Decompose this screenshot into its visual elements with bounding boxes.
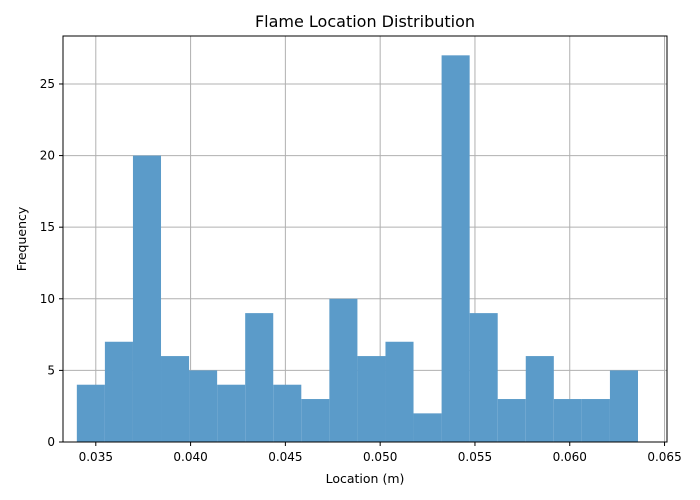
chart-title: Flame Location Distribution xyxy=(255,12,475,31)
histogram-bar xyxy=(413,413,442,442)
y-axis-ticks: 0 5 10 15 20 25 xyxy=(40,77,63,449)
histogram-bar xyxy=(497,399,526,442)
histogram-bar xyxy=(189,370,218,442)
x-tick-label: 0.055 xyxy=(458,450,492,464)
histogram-bar xyxy=(609,370,638,442)
x-tick-label: 0.060 xyxy=(553,450,587,464)
y-tick-label: 5 xyxy=(47,363,55,377)
histogram-bar xyxy=(104,341,133,442)
x-tick-label: 0.045 xyxy=(268,450,302,464)
histogram-bar xyxy=(357,356,386,442)
x-axis-label: Location (m) xyxy=(326,471,405,486)
x-tick-label: 0.065 xyxy=(647,450,681,464)
x-tick-label: 0.035 xyxy=(79,450,113,464)
histogram-bar xyxy=(525,356,554,442)
y-tick-label: 0 xyxy=(47,435,55,449)
x-tick-label: 0.050 xyxy=(363,450,397,464)
histogram-bar xyxy=(245,313,274,442)
histogram-bar xyxy=(217,384,246,442)
histogram-bar xyxy=(469,313,498,442)
histogram-bar xyxy=(329,298,358,442)
histogram-bar xyxy=(553,399,582,442)
y-tick-label: 10 xyxy=(40,292,55,306)
histogram-bar xyxy=(301,399,330,442)
x-tick-label: 0.040 xyxy=(173,450,207,464)
histogram-bar xyxy=(161,356,190,442)
histogram-bar xyxy=(581,399,610,442)
y-tick-label: 25 xyxy=(40,77,55,91)
x-axis-ticks: 0.035 0.040 0.045 0.050 0.055 0.060 0.065 xyxy=(79,442,682,464)
y-tick-label: 15 xyxy=(40,220,55,234)
histogram-bars xyxy=(76,55,638,442)
histogram-bar xyxy=(273,384,302,442)
y-axis-label: Frequency xyxy=(14,206,29,271)
histogram-bar xyxy=(132,155,162,442)
y-tick-label: 20 xyxy=(40,149,55,163)
plot-frame xyxy=(62,35,668,443)
histogram-bar xyxy=(385,341,414,442)
histogram-bar xyxy=(76,384,105,442)
histogram-bar xyxy=(441,55,470,442)
